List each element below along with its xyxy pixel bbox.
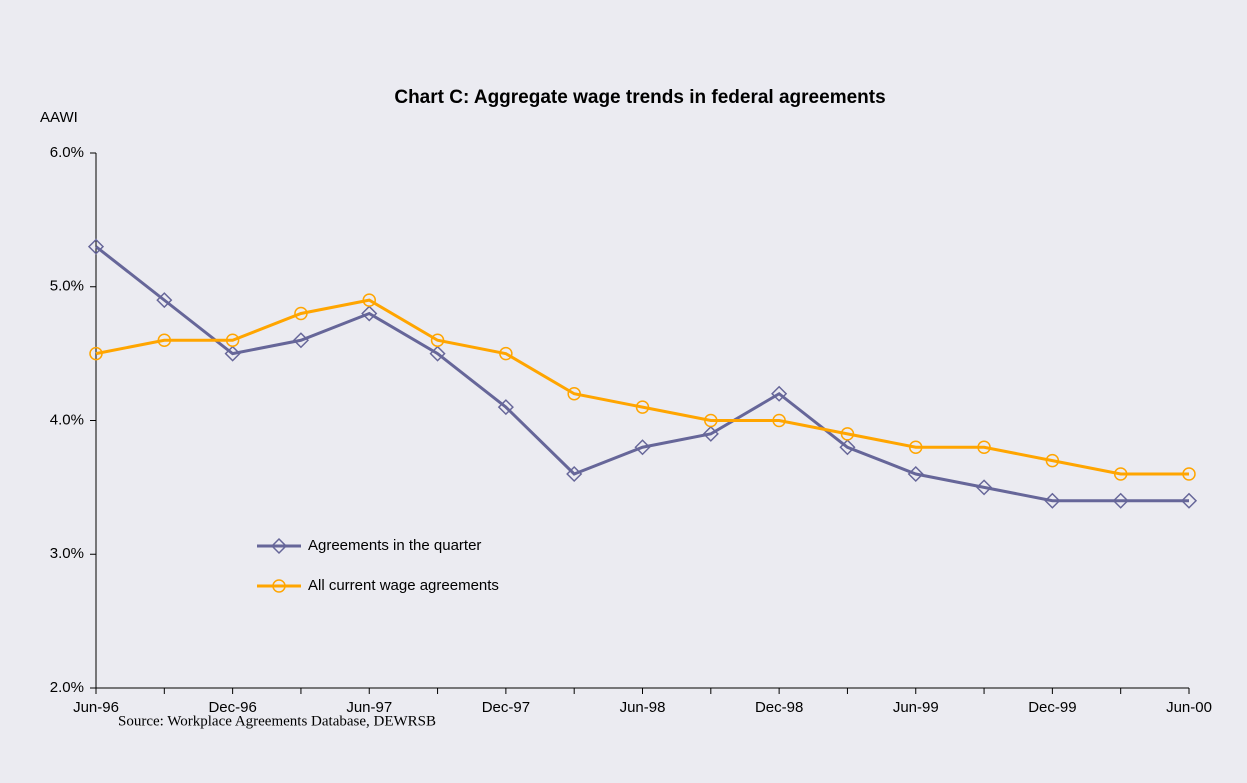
marker-diamond (566, 465, 583, 483)
marker-diamond (224, 345, 241, 362)
marker-circle (362, 293, 376, 307)
marker-circle (909, 440, 923, 454)
y-axis-label: AAWI (40, 109, 78, 126)
marker-diamond (907, 465, 924, 483)
marker-diamond (976, 479, 993, 496)
marker-circle (772, 413, 786, 428)
x-tick-label: Jun-99 (893, 699, 939, 716)
y-tick-label: 6.0% (50, 144, 84, 161)
y-tick-label: 4.0% (50, 411, 84, 428)
x-tick-label: Dec-98 (755, 699, 803, 716)
x-tick-label: Jun-98 (620, 699, 666, 716)
marker-circle (1182, 467, 1196, 481)
legend-label: Agreements in the quarter (308, 537, 481, 554)
legend-label: All current wage agreements (308, 577, 499, 594)
marker-circle (704, 413, 718, 428)
marker-circle (635, 400, 650, 414)
marker-diamond (771, 385, 788, 402)
x-tick-label: Dec-99 (1028, 699, 1076, 716)
series-line (95, 298, 1189, 476)
marker-circle (89, 346, 103, 361)
marker-diamond (87, 238, 105, 255)
y-tick-label: 5.0% (50, 278, 84, 295)
y-tick-label: 3.0% (50, 545, 84, 562)
marker-circle (1113, 467, 1128, 481)
marker-diamond (634, 439, 651, 456)
marker-circle (977, 440, 991, 454)
x-tick-label: Dec-96 (208, 699, 256, 716)
marker-circle (294, 306, 308, 321)
marker-diamond (702, 425, 719, 442)
y-tick-label: 2.0% (50, 679, 84, 696)
series-line (95, 245, 1189, 503)
marker-circle (840, 427, 855, 441)
chart-title: Chart C: Aggregate wage trends in federa… (394, 87, 885, 108)
marker-circle (567, 387, 581, 401)
marker-diamond (361, 305, 378, 322)
marker-circle (157, 333, 172, 347)
marker-circle (499, 346, 513, 361)
x-tick-label: Jun-00 (1166, 699, 1212, 716)
marker-diamond (839, 439, 856, 456)
x-tick-label: Dec-97 (482, 699, 530, 716)
marker-diamond (156, 292, 173, 309)
x-tick-label: Jun-97 (346, 699, 392, 716)
marker-circle (1045, 453, 1060, 468)
marker-circle (225, 333, 240, 347)
marker-diamond (497, 399, 514, 416)
marker-circle (430, 333, 445, 347)
x-tick-label: Jun-96 (73, 699, 119, 716)
source-note: Source: Workplace Agreements Database, D… (118, 713, 436, 729)
marker-diamond (1180, 492, 1198, 509)
marker-diamond (270, 537, 288, 555)
marker-diamond (429, 345, 446, 362)
marker-circle (272, 579, 286, 593)
marker-diamond (292, 332, 309, 349)
marker-diamond (1112, 492, 1129, 509)
marker-diamond (1044, 492, 1061, 509)
